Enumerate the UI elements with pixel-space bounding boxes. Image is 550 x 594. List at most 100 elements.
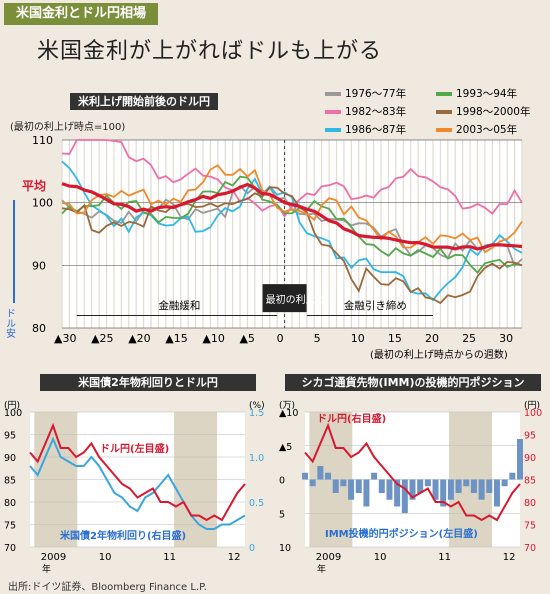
left-tick: ▲10 bbox=[279, 408, 298, 419]
legend-label: 1976〜77年 bbox=[345, 87, 406, 100]
series-line-1 bbox=[61, 139, 523, 218]
left-tick: 90 bbox=[4, 453, 16, 464]
x-tick-label: ▲10 bbox=[202, 332, 224, 345]
x-tick: 2009 bbox=[316, 552, 341, 563]
right-tick: 1.5 bbox=[249, 408, 264, 419]
x-tick: 12 bbox=[503, 552, 516, 563]
position-bar bbox=[509, 472, 516, 480]
annotation-first-hike: 最初の利上げ bbox=[266, 293, 326, 306]
position-bar bbox=[348, 479, 355, 500]
legend-swatch bbox=[436, 92, 452, 96]
left-unit: (円) bbox=[4, 400, 20, 411]
x-tick-label: 25 bbox=[462, 332, 476, 345]
right-tick: 1.0 bbox=[249, 453, 264, 464]
left-tick: 0 bbox=[279, 476, 285, 487]
x-tick-label: 5 bbox=[314, 332, 321, 345]
y-tick-label: 90 bbox=[32, 259, 46, 272]
position-bar bbox=[424, 479, 431, 487]
legend-swatch bbox=[436, 110, 452, 114]
avg-label: 平均 bbox=[22, 178, 46, 193]
y-tick-label: 80 bbox=[32, 322, 46, 335]
series-line-3 bbox=[61, 175, 523, 274]
position-bar bbox=[317, 466, 324, 480]
x-tick: 10 bbox=[374, 552, 387, 563]
bl-chart: 100 95 90 85 80 75 70 1.5 1.0 0.5 0 (円) (%) 2009 10 11 1… bbox=[4, 400, 265, 575]
top-chart-title: 米利上げ開始前後のドル円 bbox=[70, 93, 218, 110]
top-chart: 110 100 90 80 ▲30 ▲25 ▲20 ▲15 ▲10 ▲5 0 5 10 15 20 25 30 (… bbox=[4, 87, 531, 361]
x-tick: 2009 bbox=[41, 552, 66, 563]
left-tick: 95 bbox=[4, 431, 16, 442]
usdjpy-label: ドル円(左目盛) bbox=[100, 442, 169, 455]
position-bar bbox=[486, 479, 493, 493]
left-tick: 100 bbox=[4, 408, 22, 419]
position-bar bbox=[470, 479, 477, 493]
position-bar bbox=[447, 479, 454, 500]
first-hike-box bbox=[262, 284, 307, 313]
annotation-easing: 金融緩和 bbox=[158, 299, 200, 312]
x-tick: 10 bbox=[99, 552, 112, 563]
legend-swatch bbox=[325, 92, 341, 96]
position-bar bbox=[340, 479, 347, 487]
right-unit: (%) bbox=[249, 401, 265, 411]
x-tick-label: 20 bbox=[425, 332, 439, 345]
imm-label: IMM投機的円ポジション(左目盛) bbox=[325, 527, 478, 540]
x-tick-label: ▲5 bbox=[239, 332, 254, 345]
x-tick-label: 15 bbox=[388, 332, 402, 345]
usdjpy-label: ドル円(右目盛) bbox=[317, 412, 386, 425]
headline: 米国金利が上がればドルも上がる bbox=[37, 39, 383, 64]
position-bar bbox=[401, 479, 408, 514]
position-bar bbox=[455, 479, 462, 493]
bl-chart-title: 米国債2年物利回りとドル円 bbox=[40, 374, 256, 391]
left-tick: 10 bbox=[279, 543, 291, 554]
legend-label: 2003〜05年 bbox=[456, 123, 517, 136]
y-tick-label: 110 bbox=[32, 134, 53, 147]
right-tick: 90 bbox=[524, 453, 536, 464]
right-unit: (円) bbox=[524, 400, 540, 411]
x-tick-label: 30 bbox=[499, 332, 513, 345]
usdjpy-line bbox=[29, 422, 246, 522]
legend-swatch bbox=[325, 110, 341, 114]
y-tick-label: 100 bbox=[32, 197, 53, 210]
position-bar bbox=[517, 439, 523, 480]
position-bar bbox=[478, 479, 485, 500]
right-tick: 0.5 bbox=[249, 498, 264, 509]
position-bar bbox=[432, 479, 439, 500]
x-sub: 年 bbox=[317, 563, 326, 575]
legend-label: 1986〜87年 bbox=[345, 123, 406, 136]
position-bar bbox=[309, 479, 316, 487]
series-line-6 bbox=[61, 182, 523, 251]
right-tick: 85 bbox=[524, 476, 536, 487]
x-tick-label: ▲30 bbox=[54, 332, 76, 345]
left-tick: 70 bbox=[4, 543, 16, 554]
br-chart: ▲10 ▲5 0 5 10 100 95 90 85 80 75 70 (万) (円) 2009 10 11 12… bbox=[279, 400, 542, 575]
x-tick: 11 bbox=[438, 552, 451, 563]
left-tick: 80 bbox=[4, 498, 16, 509]
right-tick: 0 bbox=[249, 543, 255, 554]
source-note: 出所:ドイツ証券、Bloomberg Finance L.P. bbox=[8, 582, 207, 593]
position-bar bbox=[501, 479, 508, 487]
right-tick: 75 bbox=[524, 521, 536, 532]
position-bar bbox=[355, 479, 362, 493]
series-line-5 bbox=[61, 164, 523, 254]
x-tick: 11 bbox=[163, 552, 176, 563]
x-tick-label: ▲15 bbox=[165, 332, 187, 345]
x-tick-label: 10 bbox=[351, 332, 365, 345]
usdjpy-line bbox=[304, 422, 521, 522]
annotation-tightening: 金融引き締め bbox=[344, 299, 407, 312]
position-bar bbox=[325, 472, 332, 480]
position-bar bbox=[332, 479, 339, 493]
right-tick: 80 bbox=[524, 498, 536, 509]
br-chart-title: シカゴ通貨先物(IMM)の投機的円ポジション bbox=[285, 374, 541, 391]
position-bar bbox=[378, 479, 385, 493]
x-tick-label: 0 bbox=[277, 332, 284, 345]
yen-strong-label: ドル安 bbox=[4, 308, 16, 339]
position-bar bbox=[371, 472, 378, 480]
position-bar bbox=[493, 479, 500, 507]
right-tick: 100 bbox=[524, 408, 542, 419]
right-tick: 70 bbox=[524, 543, 536, 554]
left-tick: 85 bbox=[4, 476, 16, 487]
x-sub: 年 bbox=[42, 563, 51, 575]
position-bar bbox=[440, 479, 447, 507]
position-bar bbox=[417, 479, 424, 493]
